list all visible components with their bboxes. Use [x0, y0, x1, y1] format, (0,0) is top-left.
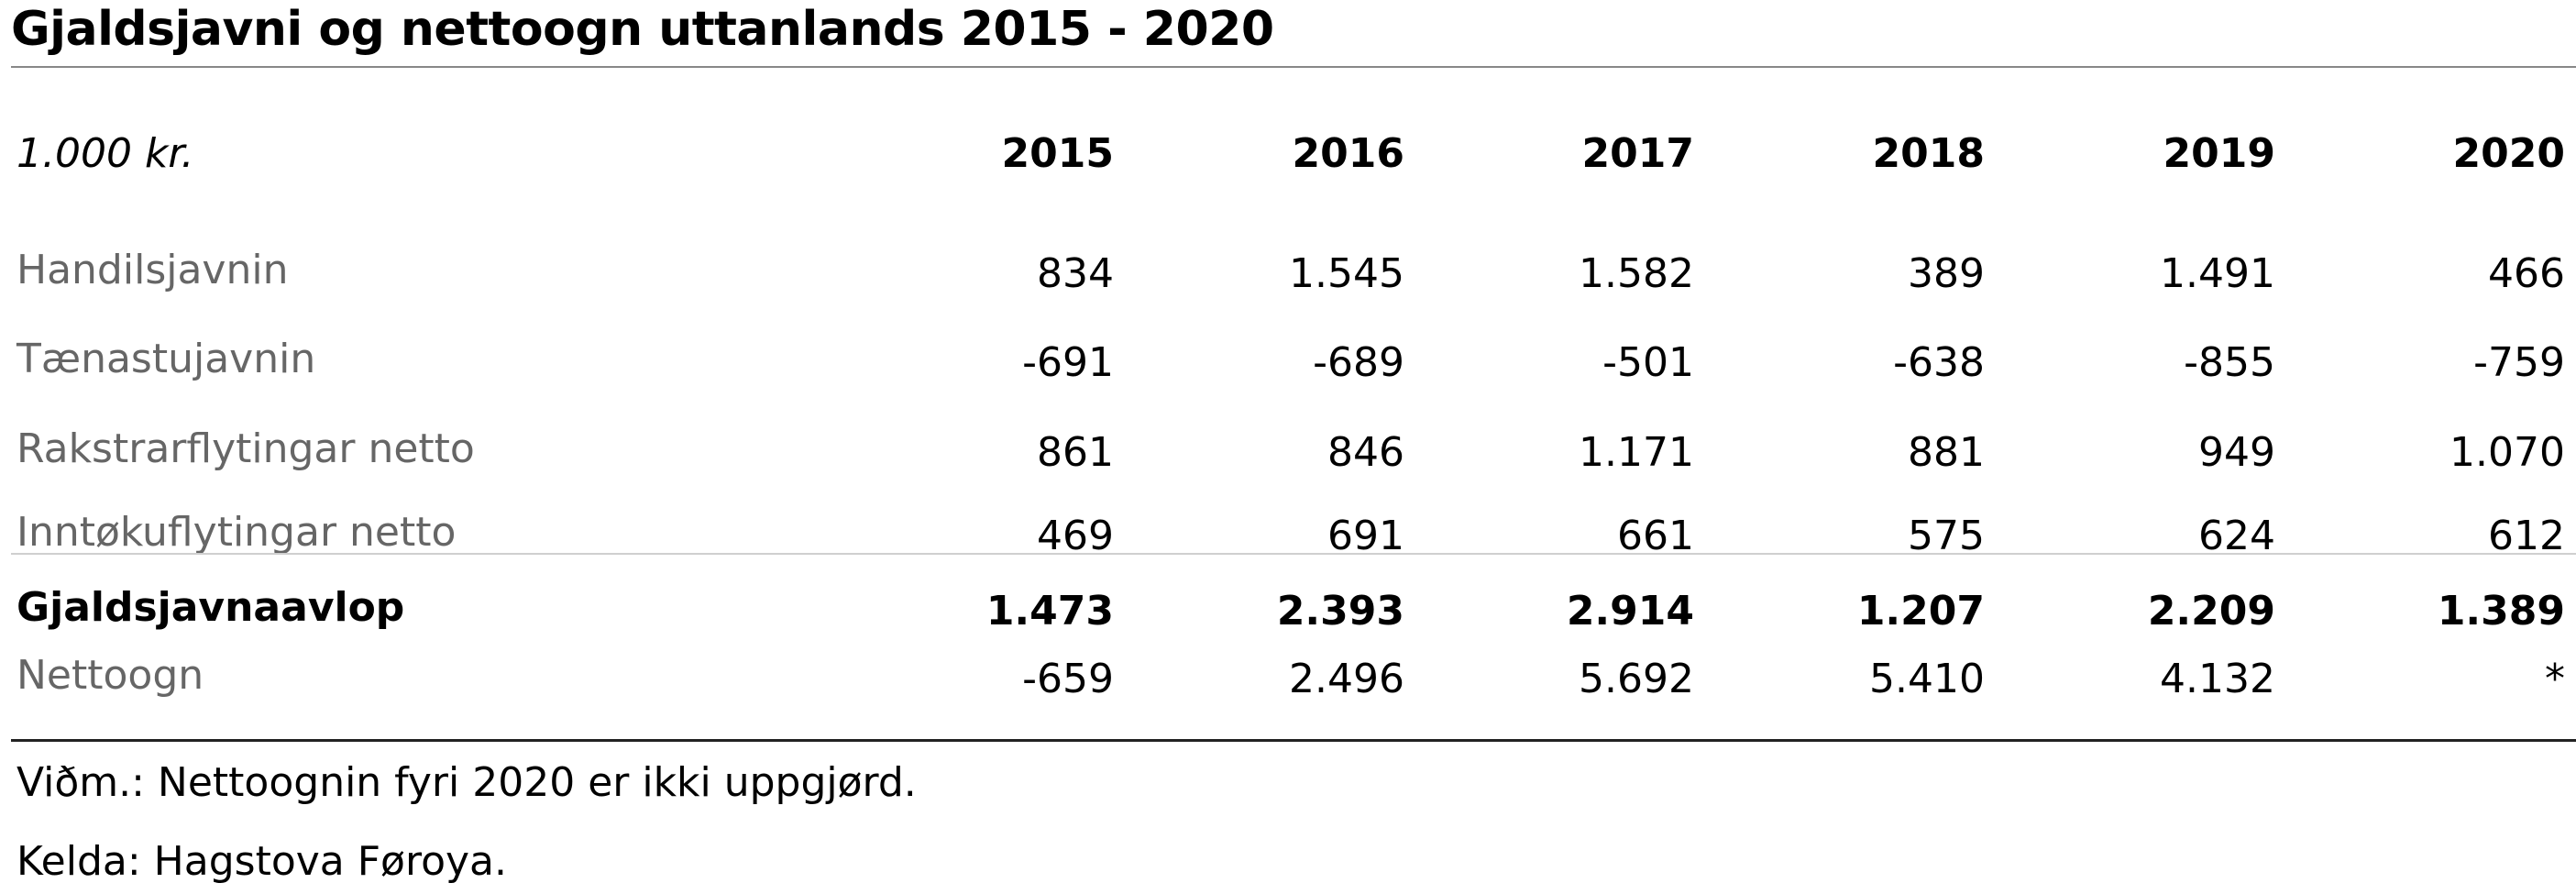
table-cell: -759 [2473, 339, 2565, 386]
table-cell: -501 [1602, 339, 1694, 386]
table-cell: 834 [1037, 250, 1114, 297]
table-cell: 469 [1037, 513, 1114, 559]
column-header-2020: 2020 [2452, 130, 2565, 177]
source-note: Kelda: Hagstova Føroya. [17, 838, 507, 885]
table-cell: 4.132 [2160, 656, 2275, 702]
subtotal-divider [11, 553, 2576, 555]
table-cell: -855 [2184, 339, 2275, 386]
footnote: Viðm.: Nettoognin fyri 2020 er ikki uppg… [17, 759, 917, 806]
table-cell: 1.207 [1856, 588, 1985, 635]
column-header-2018: 2018 [1872, 130, 1985, 177]
table-cell: -691 [1022, 339, 1114, 386]
table-cell: 661 [1617, 513, 1694, 559]
unit-label: 1.000 kr. [17, 130, 194, 177]
table-cell: 1.473 [985, 588, 1114, 635]
title-divider [11, 66, 2576, 68]
column-header-2019: 2019 [2163, 130, 2275, 177]
table-cell: 861 [1037, 429, 1114, 476]
row-label: Handilsjavnin [17, 247, 289, 293]
row-label: Inntøkuflytingar netto [17, 509, 457, 556]
table-cell: * [2545, 656, 2565, 702]
table-cell: 466 [2488, 250, 2565, 297]
table-bottom-divider [11, 739, 2576, 742]
column-header-2017: 2017 [1581, 130, 1694, 177]
table-cell: -638 [1893, 339, 1985, 386]
table-cell: 1.582 [1579, 250, 1694, 297]
table-cell: 2.393 [1276, 588, 1404, 635]
table-cell: 624 [2198, 513, 2275, 559]
table-cell: 881 [1908, 429, 1985, 476]
table-cell: 1.389 [2437, 588, 2565, 635]
table-cell: 846 [1327, 429, 1404, 476]
row-label: Rakstrarflytingar netto [17, 425, 475, 472]
table-cell: 691 [1327, 513, 1404, 559]
table-cell: -689 [1313, 339, 1404, 386]
table-cell: 2.914 [1566, 588, 1694, 635]
table-cell: 1.171 [1579, 429, 1694, 476]
table-cell: -659 [1022, 656, 1114, 702]
row-label: Gjaldsjavnaavlop [17, 584, 405, 631]
table-cell: 5.692 [1579, 656, 1694, 702]
table-cell: 1.545 [1289, 250, 1404, 297]
table-cell: 949 [2198, 429, 2275, 476]
table-cell: 5.410 [1869, 656, 1985, 702]
table-cell: 2.496 [1289, 656, 1404, 702]
table-cell: 575 [1908, 513, 1985, 559]
row-label: Nettoogn [17, 652, 204, 699]
table-cell: 612 [2488, 513, 2565, 559]
column-header-2015: 2015 [1001, 130, 1114, 177]
table-cell: 1.070 [2449, 429, 2565, 476]
table-cell: 389 [1908, 250, 1985, 297]
table-cell: 2.209 [2147, 588, 2275, 635]
table-cell: 1.491 [2160, 250, 2275, 297]
column-header-2016: 2016 [1292, 130, 1404, 177]
row-label: Tænastujavnin [17, 336, 316, 382]
table-title: Gjaldsjavni og nettoogn uttanlands 2015 … [11, 2, 1274, 57]
